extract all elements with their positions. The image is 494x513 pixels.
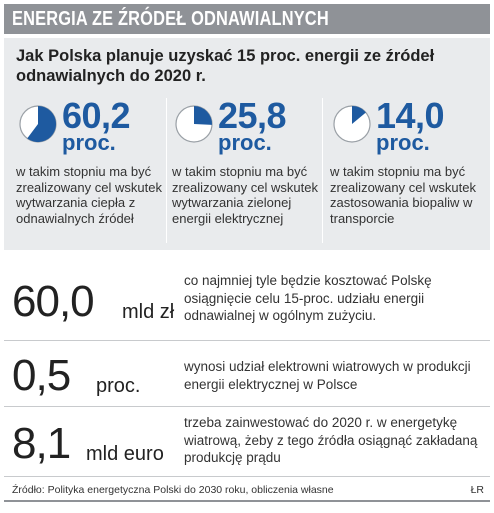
stat-unit: proc. bbox=[376, 130, 430, 155]
pie-slice bbox=[194, 106, 213, 125]
stat-biofuels: 14,0 proc. w takim stopniu ma być zreali… bbox=[330, 96, 478, 250]
subtitle: Jak Polska planuje uzyskać 15 proc. ener… bbox=[16, 47, 435, 85]
fact-row-wind-share: 0,5 proc. wynosi udział elektrowni wiatr… bbox=[4, 350, 490, 406]
pie-slice bbox=[352, 106, 366, 124]
fact-unit: proc. bbox=[96, 375, 141, 397]
row-divider bbox=[4, 406, 490, 407]
stat-unit: proc. bbox=[62, 130, 116, 155]
stat-value: 25,8 bbox=[218, 95, 287, 136]
stats-panel: Jak Polska planuje uzyskać 15 proc. ener… bbox=[4, 38, 490, 250]
fact-unit: mld zł bbox=[122, 301, 175, 323]
fact-description: co najmniej tyle będzie kosztować Polskę… bbox=[184, 273, 432, 323]
stat-description: w takim stopniu ma być zrealizowany cel … bbox=[172, 164, 318, 226]
fact-description: trzeba zainwestować do 2020 r. w energet… bbox=[184, 415, 478, 465]
fact-row-cost: 60,0 mld zł co najmniej tyle będzie kosz… bbox=[4, 272, 490, 336]
row-divider bbox=[4, 340, 490, 341]
stat-value: 60,2 bbox=[62, 95, 131, 136]
page-title: ENERGIA ZE ŹRÓDEŁ ODNAWIALNYCH bbox=[12, 8, 329, 30]
bottom-rule bbox=[4, 500, 490, 502]
author-initials: ŁR bbox=[470, 484, 484, 496]
fact-description: wynosi udział elektrowni wiatrowych w pr… bbox=[184, 359, 471, 392]
stat-heat: 60,2 proc. w takim stopniu ma być zreali… bbox=[16, 96, 164, 250]
stat-unit: proc. bbox=[218, 130, 272, 155]
fact-unit: mld euro bbox=[86, 443, 164, 465]
fact-value: 8,1 bbox=[12, 419, 71, 468]
pie-icon-biofuels bbox=[333, 105, 371, 143]
column-divider bbox=[322, 98, 323, 243]
pie-slice bbox=[27, 106, 56, 142]
row-divider bbox=[4, 476, 490, 477]
stat-value: 14,0 bbox=[376, 95, 445, 136]
stat-description: w takim stopniu ma być zrealizowany cel … bbox=[330, 164, 476, 226]
source-note: Źródło: Polityka energetyczna Polski do … bbox=[12, 484, 334, 496]
fact-row-investment: 8,1 mld euro trzeba zainwestować do 2020… bbox=[4, 414, 490, 476]
column-divider bbox=[166, 98, 167, 243]
pie-icon-heat bbox=[19, 105, 57, 143]
fact-value: 0,5 bbox=[12, 351, 71, 400]
fact-value: 60,0 bbox=[12, 277, 95, 326]
stat-description: w takim stopniu ma być zrealizowany cel … bbox=[16, 164, 162, 226]
pie-icon-electricity bbox=[175, 105, 213, 143]
header-bar: ENERGIA ZE ŹRÓDEŁ ODNAWIALNYCH bbox=[4, 4, 490, 34]
stat-electricity: 25,8 proc. w takim stopniu ma być zreali… bbox=[172, 96, 320, 250]
